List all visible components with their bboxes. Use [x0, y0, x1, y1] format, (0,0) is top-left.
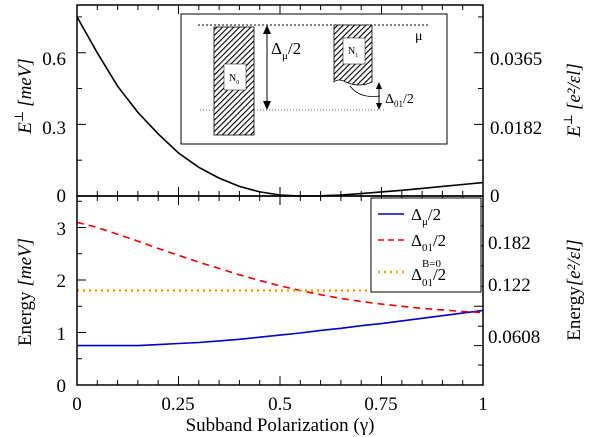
top-ytick-left-1: 0.3 — [42, 118, 66, 139]
legend-delta-01-b0-main: Δ — [411, 265, 422, 284]
bottom-series-line-1 — [76, 221, 484, 314]
mu-label: μ — [415, 29, 423, 44]
bottom-ylabel-left-text: Energy — [15, 291, 36, 346]
bottom-ylabel-right: Energy[e²/εl] — [564, 239, 585, 341]
bottom-series-lines — [76, 221, 484, 347]
legend-delta-01-b0-sub: 01 — [422, 277, 433, 289]
n1-label-text: N — [348, 46, 355, 57]
bottom-ytick-left-3: 3 — [57, 219, 67, 240]
n1-label-sub: 1 — [355, 53, 358, 59]
top-ylabel-right-sup: ⊥ — [561, 114, 575, 125]
inset-diagram: N0 N1 μ Δμ/2 Δ01/2 — [180, 13, 448, 145]
xtick-1: 0.25 — [161, 394, 194, 415]
bottom-ytick-right-1: 0.122 — [488, 275, 531, 296]
bottom-ylabel-right-unit: [e²/εl] — [564, 239, 585, 286]
delta-mu-label: Δμ/2 — [271, 39, 301, 62]
delta-01-curve — [349, 85, 381, 97]
top-ylabel-left-unit: [meV] — [15, 58, 36, 107]
top-ylabel-right-symbol: E — [564, 125, 585, 138]
legend-label-delta-mu: Δμ/2 — [411, 205, 441, 228]
delta-mu-arrowhead-top — [263, 25, 271, 34]
delta-01-label-sub: 01 — [394, 99, 403, 109]
legend-delta-mu-sub: μ — [422, 216, 428, 228]
delta-mu-arrowhead-bottom — [263, 101, 271, 110]
bottom-ytick-right-0: 0.0608 — [488, 327, 540, 348]
delta-01-label: Δ01/2 — [385, 92, 414, 109]
bottom-ytick-right-2: 0.182 — [488, 233, 531, 254]
top-ylabel-right-unit: [e²/εl] — [564, 63, 585, 110]
n0-label-box — [223, 63, 247, 91]
xtick-4: 1 — [478, 394, 488, 415]
delta-mu-label-tail: /2 — [288, 39, 301, 58]
bottom-ylabel-right-text: Energy — [564, 286, 585, 341]
xtick-3: 0.75 — [364, 394, 397, 415]
top-ytick-left-0: 0 — [57, 186, 67, 207]
bottom-ylabel-left: Energy [meV] — [15, 238, 36, 346]
bottom-ytick-left-2: 2 — [57, 271, 67, 292]
legend-delta-01-b0-sup: B=0 — [422, 258, 442, 270]
top-ylabel-left: E⊥ [meV] — [12, 58, 36, 134]
n0-label-sub: 0 — [236, 80, 239, 86]
bottom-ytick-left-0: 0 — [57, 376, 67, 397]
n1-label: N1 — [348, 46, 358, 59]
bottom-panel: 0 1 2 3 0.0608 0.122 0.182 0 0.25 0.5 0.… — [15, 195, 585, 436]
top-panel: 0 0.3 0.6 0 0.0182 0.0365 E⊥[meV] E⊥[e²/… — [12, 4, 585, 207]
top-ytick-left-2: 0.6 — [42, 49, 66, 70]
top-ytick-right-1: 0.0182 — [490, 118, 542, 139]
top-ytick-right-0: 0 — [490, 186, 500, 207]
delta-01-label-tail: /2 — [403, 92, 414, 107]
legend-delta-01-main: Δ — [411, 231, 422, 250]
top-ylabel-left-sup: ⊥ — [12, 111, 26, 122]
delta-01-arrowhead-top — [376, 82, 382, 89]
delta-01-arrowhead-bottom — [376, 103, 382, 110]
legend-delta-01-sub: 01 — [422, 242, 433, 254]
legend-delta-01-tail: /2 — [433, 231, 446, 250]
n0-label-text: N — [229, 73, 236, 84]
n1-label-box — [342, 37, 366, 65]
legend-delta-01-b0-tail: /2 — [433, 265, 446, 284]
bottom-ytick-left-1: 1 — [57, 324, 67, 345]
legend-label-delta-01: Δ01/2 — [411, 231, 446, 254]
delta-mu-label-sub: μ — [282, 50, 288, 62]
legend-delta-mu-tail: /2 — [428, 205, 441, 224]
top-ytick-right-2: 0.0365 — [490, 49, 542, 70]
x-axis-label: Subband Polarization (γ) — [186, 415, 375, 436]
top-ylabel-right: E⊥ [e²/εl] — [561, 63, 585, 138]
xtick-0: 0 — [72, 394, 82, 415]
top-ylabel-left-symbol: E — [15, 122, 36, 135]
bottom-ylabel-left-unit: [meV] — [15, 238, 36, 287]
delta-01-label-text: Δ — [385, 92, 394, 107]
bottom-series-line-0 — [77, 309, 484, 347]
legend-delta-mu-main: Δ — [411, 205, 422, 224]
delta-mu-label-text: Δ — [271, 39, 282, 58]
legend-label-delta-01-b0: Δ01/2 — [411, 265, 446, 289]
n0-label: N0 — [229, 73, 239, 86]
xtick-2: 0.5 — [268, 394, 292, 415]
legend: Δμ/2 Δ01/2 Δ01/2 B=0 — [370, 197, 482, 293]
